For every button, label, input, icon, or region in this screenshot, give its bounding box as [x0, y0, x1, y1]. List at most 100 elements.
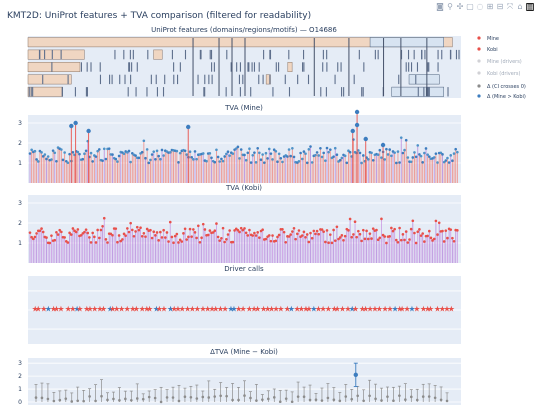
- data-point: [201, 222, 205, 226]
- driver-star: ★: [189, 305, 196, 314]
- data-point: [403, 238, 406, 242]
- plotly-logo[interactable]: ▤: [526, 2, 534, 11]
- data-point: [452, 239, 456, 243]
- data-point: [192, 228, 195, 231]
- data-point: [365, 229, 368, 233]
- zoom-out-icon[interactable]: ⊟: [496, 2, 504, 11]
- data-point: [409, 227, 413, 231]
- data-point: [71, 227, 75, 230]
- data-point: [409, 160, 413, 164]
- data-point: [122, 232, 126, 236]
- data-point: [350, 235, 354, 239]
- driver-star: ★: [344, 305, 351, 314]
- box-select-icon[interactable]: ▢: [466, 2, 474, 11]
- legend-item-delta-mine-greater[interactable]: Δ (Mine > Kobi): [477, 94, 526, 100]
- data-point: [155, 231, 159, 234]
- feature-boundary: [231, 38, 233, 96]
- motif-tick: [164, 74, 166, 85]
- driver-star: ★: [298, 305, 305, 314]
- y-tick-label: 2: [18, 220, 22, 227]
- data-point: [121, 238, 124, 241]
- data-point: [144, 235, 147, 238]
- data-point-peak: [354, 122, 360, 128]
- data-point: [246, 234, 250, 237]
- data-point: [256, 146, 260, 150]
- data-point: [84, 149, 88, 153]
- data-point: [35, 158, 38, 161]
- data-point: [219, 394, 222, 398]
- data-point: [431, 239, 434, 242]
- data-point: [368, 232, 372, 235]
- motif-tick: [363, 62, 365, 72]
- legend-label: Δ (Mine > Kobi): [487, 94, 526, 100]
- data-point: [118, 399, 121, 402]
- data-point: [370, 237, 373, 240]
- data-point: [40, 227, 43, 230]
- data-point: [403, 148, 406, 152]
- data-point: [428, 155, 431, 158]
- data-point: [302, 150, 306, 153]
- data-point: [393, 227, 396, 231]
- motif-tick: [114, 49, 116, 60]
- motif-tick: [424, 49, 426, 60]
- data-point: [271, 234, 274, 237]
- zoom-in-icon[interactable]: ⊞: [486, 2, 494, 11]
- motif-tick: [162, 87, 165, 97]
- data-point: [383, 235, 387, 238]
- data-point: [264, 237, 268, 241]
- motif-tick: [303, 62, 305, 72]
- data-point: [249, 396, 252, 400]
- legend-item-kobi[interactable]: Kobi: [477, 47, 498, 53]
- data-point: [393, 151, 396, 154]
- lasso-icon[interactable]: ◌: [476, 2, 484, 11]
- data-point: [107, 147, 111, 150]
- y-tick-label: 2: [18, 140, 22, 147]
- motif-tick: [427, 87, 429, 97]
- data-point: [157, 239, 160, 242]
- data-point: [454, 147, 458, 151]
- data-point: [137, 228, 141, 232]
- legend-item-mine[interactable]: Mine: [477, 36, 499, 42]
- y-tick-label: 2: [18, 373, 22, 380]
- data-point: [390, 226, 393, 230]
- reset-axes-icon[interactable]: ⌂: [517, 2, 523, 11]
- driver-star: ★: [334, 305, 341, 314]
- data-point: [266, 157, 269, 160]
- data-point: [392, 399, 395, 403]
- motif-tick: [109, 74, 111, 85]
- data-point: [441, 229, 444, 233]
- driver-star: ★: [376, 305, 383, 314]
- zoom-icon[interactable]: ⚲: [447, 2, 453, 11]
- data-point: [309, 145, 312, 148]
- data-point: [286, 155, 289, 158]
- data-point: [362, 399, 365, 403]
- data-point: [78, 152, 81, 156]
- autoscale-icon[interactable]: ⤧: [506, 2, 514, 11]
- data-point: [58, 398, 62, 402]
- legend-item-kobi-drivers[interactable]: Kobi (drivers): [477, 71, 521, 77]
- data-point: [116, 160, 119, 163]
- data-point: [195, 397, 199, 400]
- driver-star: ★: [427, 305, 434, 314]
- pan-icon[interactable]: ✣: [456, 2, 464, 11]
- data-point-peak: [354, 109, 360, 115]
- driver-star: ★: [194, 305, 201, 314]
- data-point: [101, 225, 104, 228]
- legend[interactable]: Mine Kobi Mine (drivers) Kobi (drivers) …: [477, 36, 526, 100]
- feature-box: [287, 62, 293, 72]
- data-point: [404, 230, 408, 233]
- data-point: [290, 400, 294, 404]
- camera-icon[interactable]: ◙: [436, 2, 444, 11]
- data-point: [48, 241, 52, 245]
- driver-star: ★: [254, 305, 261, 314]
- data-point: [444, 229, 448, 232]
- feature-boundary: [348, 38, 350, 96]
- data-point: [253, 151, 256, 154]
- legend-item-mine-drivers[interactable]: Mine (drivers): [477, 59, 522, 65]
- legend-item-delta-ci-crosses-zero[interactable]: Δ (CI crosses 0): [477, 84, 526, 90]
- data-point: [326, 396, 330, 400]
- data-point: [324, 240, 327, 244]
- data-point: [363, 237, 367, 241]
- driver-star: ★: [204, 305, 211, 314]
